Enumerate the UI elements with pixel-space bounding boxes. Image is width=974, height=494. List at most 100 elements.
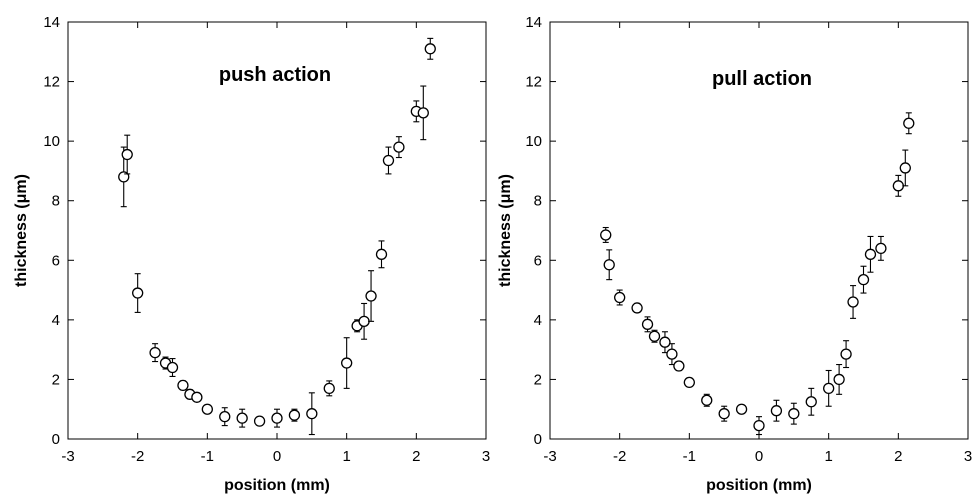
marker-circle — [201, 403, 213, 415]
data-point — [718, 405, 730, 422]
data-point — [805, 387, 817, 416]
marker-circle — [253, 415, 266, 427]
marker-circle — [648, 330, 661, 342]
x-tick-label: 1 — [342, 448, 350, 465]
x-tick-label: -2 — [131, 448, 144, 465]
marker-circle — [805, 396, 817, 408]
marker-circle — [753, 419, 765, 432]
marker-circle — [166, 361, 179, 374]
marker-circle — [375, 248, 388, 260]
marker-circle — [393, 141, 405, 153]
data-point — [899, 149, 911, 187]
data-point — [735, 403, 748, 415]
marker-circle — [847, 296, 859, 308]
marker-circle — [219, 411, 231, 423]
data-point — [600, 226, 612, 243]
y-tick-label: 8 — [534, 193, 542, 210]
data-point — [659, 331, 671, 354]
marker-circle — [735, 403, 748, 415]
data-point — [191, 391, 203, 403]
y-tick-label: 14 — [525, 14, 542, 31]
data-point — [149, 343, 161, 363]
data-point — [847, 285, 859, 319]
marker-circle — [382, 154, 395, 167]
data-point — [393, 136, 405, 159]
x-tick-label: -2 — [613, 448, 626, 465]
data-point — [701, 393, 713, 407]
y-tick-label: 10 — [525, 133, 542, 150]
y-tick-label: 6 — [534, 252, 542, 269]
y-tick-label: 4 — [534, 312, 542, 329]
y-axis-label: thickness (μm) — [13, 174, 30, 287]
marker-circle — [659, 336, 671, 348]
marker-circle — [666, 348, 678, 360]
marker-circle — [424, 43, 436, 55]
data-point — [177, 379, 189, 392]
y-tick-label: 8 — [52, 193, 60, 210]
data-point — [132, 273, 144, 313]
marker-circle — [701, 394, 713, 406]
data-point — [673, 360, 685, 372]
data-point — [288, 408, 301, 422]
x-tick-label: 2 — [894, 448, 902, 465]
marker-circle — [365, 290, 377, 302]
marker-circle — [823, 382, 835, 395]
data-point — [219, 407, 231, 427]
marker-circle — [770, 405, 783, 417]
marker-circle — [864, 248, 877, 260]
y-tick-label: 12 — [43, 74, 60, 91]
y-tick-label: 0 — [52, 431, 60, 448]
data-point — [306, 392, 318, 436]
marker-circle — [600, 229, 612, 241]
data-point — [683, 376, 695, 389]
x-tick-label: 0 — [755, 448, 763, 465]
x-tick-label: -1 — [201, 448, 214, 465]
data-point — [770, 399, 783, 422]
marker-circle — [631, 302, 643, 314]
marker-circle — [641, 318, 654, 330]
y-axis-label: thickness (μm) — [497, 174, 514, 287]
data-point — [271, 408, 283, 428]
marker-circle — [603, 259, 615, 271]
y-tick-label: 4 — [52, 312, 60, 329]
panel-annotation: pull action — [712, 68, 812, 90]
data-point — [864, 235, 877, 273]
x-tick-label: 2 — [412, 448, 420, 465]
data-point — [892, 174, 904, 197]
data-point — [365, 270, 377, 322]
y-tick-label: 2 — [534, 371, 542, 388]
x-tick-label: 3 — [964, 448, 972, 465]
y-tick-label: 6 — [52, 252, 60, 269]
data-point — [903, 112, 915, 135]
marker-circle — [236, 412, 248, 424]
data-point — [358, 302, 370, 340]
marker-circle — [288, 409, 301, 421]
marker-circle — [614, 291, 626, 304]
x-tick-label: 0 — [273, 448, 281, 465]
x-axis-label: position (mm) — [224, 477, 330, 494]
y-tick-label: 2 — [52, 371, 60, 388]
data-point — [417, 85, 429, 141]
marker-circle — [323, 382, 335, 395]
data-point — [382, 146, 395, 175]
marker-circle — [857, 273, 870, 286]
marker-circle — [341, 357, 353, 369]
marker-circle — [191, 391, 203, 403]
data-point — [201, 403, 213, 415]
data-point — [753, 416, 765, 436]
data-point — [121, 134, 133, 175]
data-point — [641, 316, 654, 333]
marker-circle — [833, 373, 845, 386]
marker-circle — [306, 408, 318, 420]
data-point — [823, 369, 835, 407]
data-point — [666, 343, 678, 366]
data-point — [857, 265, 870, 294]
marker-circle — [903, 117, 915, 129]
marker-circle — [358, 315, 370, 327]
data-point — [614, 289, 626, 306]
x-tick-label: -1 — [683, 448, 696, 465]
data-point — [253, 415, 266, 427]
data-point — [375, 240, 388, 269]
